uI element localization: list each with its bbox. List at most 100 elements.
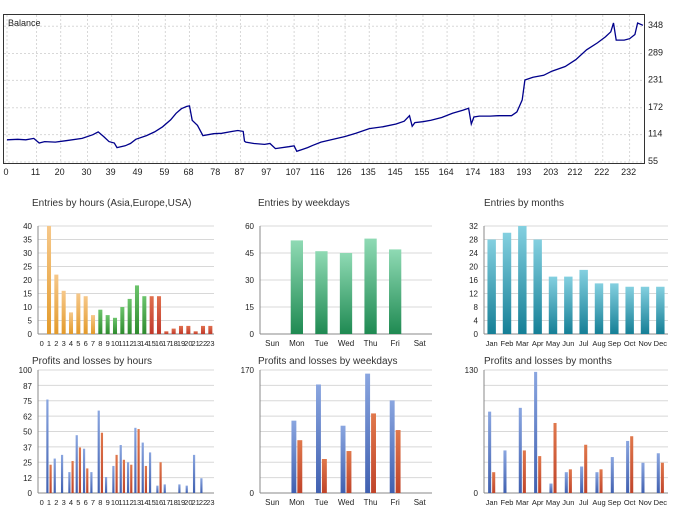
y-tick-label: 130 (465, 366, 479, 375)
bar (171, 328, 176, 334)
bar (502, 232, 512, 334)
bar (548, 276, 558, 334)
profit-bar (340, 425, 346, 493)
x-tick-label: 1 (47, 339, 51, 348)
x-tick-label: Sat (414, 339, 427, 348)
y-tick-label: 75 (23, 397, 32, 406)
bar (200, 325, 206, 334)
bar (610, 283, 619, 334)
y-tick-label: 12 (23, 474, 32, 483)
x-tick-label: Tue (315, 498, 329, 507)
bar (164, 331, 169, 334)
bar (156, 296, 162, 334)
x-tick-label: Mar (516, 498, 529, 507)
x-tick-label: Sun (265, 339, 279, 348)
profit-bar (389, 400, 395, 493)
x-tick-label: 4 (69, 498, 73, 507)
bar (76, 293, 81, 334)
balance-x-tick: 212 (567, 167, 582, 177)
profit-bar (626, 440, 630, 493)
x-tick-label: 14 (140, 498, 148, 507)
y-tick-label: 0 (28, 489, 33, 498)
x-tick-label: 22 (199, 498, 207, 507)
y-tick-label: 20 (23, 276, 32, 285)
bar (149, 296, 154, 334)
profit-bar (156, 485, 159, 493)
balance-x-tick: 183 (490, 167, 505, 177)
x-tick-label: 3 (62, 498, 66, 507)
balance-chart-panel: Balance (3, 14, 645, 164)
loss-bar (144, 465, 148, 493)
profit-bar (316, 384, 321, 493)
balance-x-tick: 193 (516, 167, 531, 177)
balance-x-tick: 39 (106, 167, 116, 177)
x-tick-label: 10 (111, 339, 119, 348)
bar (579, 269, 588, 334)
x-tick-label: 16 (155, 339, 163, 348)
loss-bar (630, 436, 634, 493)
x-tick-label: Dec (654, 498, 668, 507)
profit-bar (134, 427, 137, 493)
balance-y-tick: 289 (648, 48, 663, 58)
balance-x-tick: 203 (543, 167, 558, 177)
balance-x-tick: 145 (388, 167, 403, 177)
y-tick-label: 15 (23, 290, 32, 299)
x-tick-label: 9 (106, 498, 110, 507)
bar (339, 253, 353, 334)
profit-bar (192, 454, 196, 493)
x-tick-label: 5 (76, 339, 80, 348)
x-tick-label: May (546, 339, 560, 348)
y-tick-label: 60 (245, 222, 254, 231)
y-tick-label: 4 (474, 317, 479, 326)
profit-bar (200, 478, 203, 493)
loss-bar (395, 430, 401, 493)
y-tick-label: 25 (23, 263, 32, 272)
x-tick-label: 7 (91, 498, 95, 507)
x-tick-label: Sun (265, 498, 279, 507)
loss-bar (122, 459, 126, 493)
balance-title: Balance (8, 18, 41, 28)
bar (186, 325, 191, 334)
balance-x-tick: 135 (361, 167, 376, 177)
balance-chart: Balance (4, 15, 644, 163)
y-tick-label: 16 (469, 276, 478, 285)
x-tick-label: Wed (338, 498, 354, 507)
profit-bar (178, 484, 181, 493)
bar (656, 286, 665, 334)
profit-bar (141, 442, 144, 493)
balance-x-tick: 97 (261, 167, 271, 177)
x-tick-label: Feb (501, 498, 514, 507)
balance-y-tick: 172 (648, 102, 663, 112)
bar (315, 251, 328, 334)
loss-bar (371, 413, 376, 493)
profit-bar (534, 371, 538, 493)
balance-x-tick: 49 (132, 167, 142, 177)
x-tick-label: 21 (191, 498, 199, 507)
profit-bar (46, 399, 49, 493)
profit-bar (488, 411, 492, 493)
x-tick-label: Fri (390, 339, 400, 348)
x-tick-label: 7 (91, 339, 95, 348)
x-tick-label: 17 (162, 498, 170, 507)
bar (625, 286, 634, 334)
loss-bar (321, 458, 327, 493)
x-tick-label: 4 (69, 339, 73, 348)
x-tick-label: Dec (654, 339, 668, 348)
profit-bar (365, 373, 371, 493)
x-tick-label: Jan (486, 339, 498, 348)
y-tick-label: 8 (474, 303, 479, 312)
balance-x-tick: 222 (594, 167, 609, 177)
x-tick-label: 19 (177, 339, 185, 348)
profit-bar (60, 454, 64, 493)
profit-bar (564, 472, 568, 493)
x-tick-label: Jun (562, 498, 574, 507)
x-tick-label: 11 (118, 339, 126, 348)
y-tick-label: 28 (469, 236, 478, 245)
x-tick-label: 16 (155, 498, 163, 507)
bar (518, 226, 527, 334)
profit-bar (163, 484, 166, 493)
y-tick-label: 0 (250, 489, 255, 498)
profit-bar (119, 445, 122, 493)
bar (68, 312, 74, 334)
